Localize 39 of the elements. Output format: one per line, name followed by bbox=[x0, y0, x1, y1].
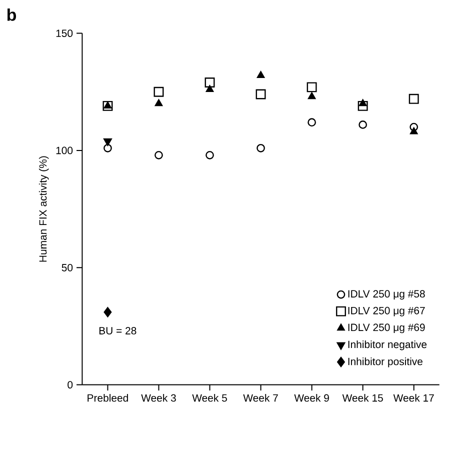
point bbox=[104, 307, 112, 318]
point bbox=[306, 82, 317, 92]
point bbox=[154, 99, 163, 106]
point bbox=[308, 92, 316, 100]
point bbox=[154, 86, 164, 97]
legend-label: IDLV 250 μg #69 bbox=[348, 324, 425, 334]
legend-label: IDLV 250 μg #67 bbox=[348, 306, 425, 316]
point bbox=[104, 144, 112, 152]
y-tick-label: 150 bbox=[56, 30, 73, 38]
x-tick-label: Week 17 bbox=[393, 394, 434, 402]
y-tick-label: 0 bbox=[68, 381, 73, 389]
point bbox=[154, 150, 163, 160]
legend-label: Inhibitor positive bbox=[348, 357, 422, 368]
point bbox=[206, 150, 214, 160]
point bbox=[408, 94, 419, 104]
x-tick-label: Prebleed bbox=[88, 394, 128, 402]
point bbox=[358, 120, 368, 129]
point bbox=[256, 89, 266, 100]
chart-title: b bbox=[7, 8, 16, 21]
point bbox=[103, 138, 112, 146]
x-tick-label: Week 15 bbox=[342, 394, 383, 402]
x-tick-label: Week 7 bbox=[243, 394, 278, 402]
point bbox=[308, 118, 316, 127]
point bbox=[256, 71, 265, 78]
x-tick-label: Week 3 bbox=[141, 394, 176, 402]
point bbox=[256, 144, 265, 152]
point bbox=[358, 99, 367, 106]
y-tick-label: 50 bbox=[62, 264, 73, 272]
point bbox=[104, 102, 112, 108]
x-tick-label: Week 5 bbox=[192, 394, 227, 402]
point bbox=[410, 127, 418, 134]
x-tick-label: Week 9 bbox=[294, 394, 329, 402]
legend-label: Inhibitor negative bbox=[348, 340, 427, 350]
legend-label: IDLV 250 μg #58 bbox=[348, 290, 425, 300]
annotation: BU = 28 bbox=[99, 327, 136, 334]
point bbox=[206, 85, 214, 92]
y-tick-label: 100 bbox=[56, 146, 73, 154]
point bbox=[204, 78, 215, 88]
y-axis-title: Human FIX activity (%) bbox=[38, 156, 49, 262]
